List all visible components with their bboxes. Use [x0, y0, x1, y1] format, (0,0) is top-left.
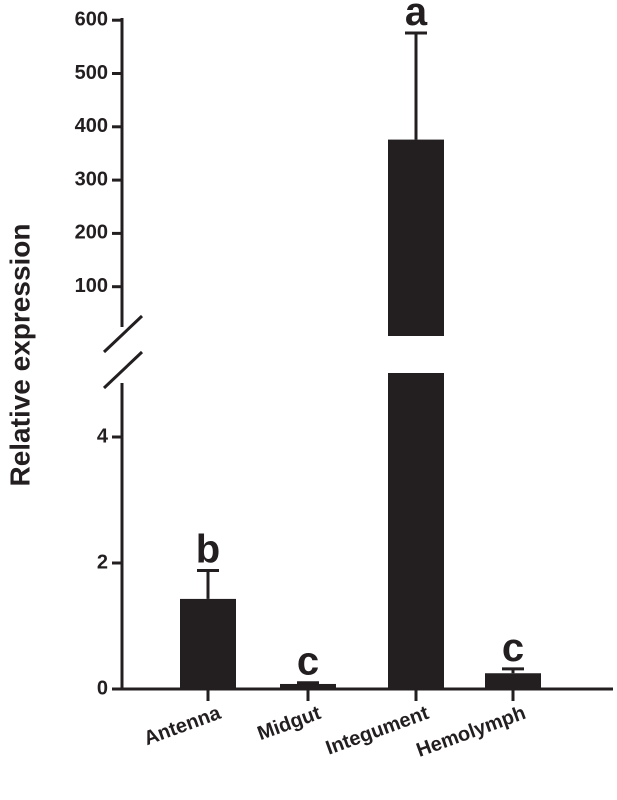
- x-tick-label: Midgut: [255, 702, 324, 745]
- y-tick-label: 400: [75, 115, 108, 137]
- y-ticks: 100 200 300 400 500 600 0 2 4: [75, 8, 122, 699]
- y-tick-label: 0: [97, 677, 108, 699]
- axis-break-mark: [102, 314, 144, 354]
- bar: [388, 373, 444, 689]
- y-tick-label: 200: [75, 222, 108, 244]
- axis-break-mark: [102, 350, 144, 390]
- significance-labels: b c a c: [196, 0, 524, 684]
- significance-label: a: [405, 0, 428, 34]
- bars: [180, 31, 541, 689]
- x-tick-label: Integument: [323, 702, 432, 760]
- bar: [180, 598, 236, 689]
- axes: [102, 18, 613, 691]
- y-tick-label: 100: [75, 275, 108, 297]
- x-tick-label: Antenna: [141, 702, 225, 750]
- significance-label: b: [196, 528, 220, 572]
- y-tick-label: 2: [97, 551, 108, 573]
- bar: [485, 673, 541, 689]
- y-tick-label: 500: [75, 62, 108, 84]
- y-tick-label: 300: [75, 168, 108, 190]
- bar: [388, 139, 444, 336]
- significance-label: c: [502, 626, 524, 670]
- bar: [280, 683, 336, 689]
- y-axis-title: Relative expression: [4, 223, 35, 486]
- significance-label: c: [297, 640, 319, 684]
- y-tick-label: 600: [75, 8, 108, 30]
- y-tick-label: 4: [97, 425, 109, 447]
- x-tick-label: Hemolymph: [414, 702, 529, 762]
